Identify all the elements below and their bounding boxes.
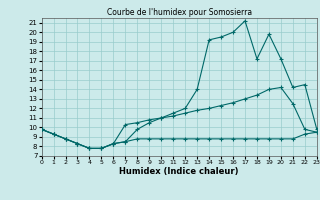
X-axis label: Humidex (Indice chaleur): Humidex (Indice chaleur) <box>119 167 239 176</box>
Text: Courbe de l'humidex pour Somosierra: Courbe de l'humidex pour Somosierra <box>107 8 252 17</box>
